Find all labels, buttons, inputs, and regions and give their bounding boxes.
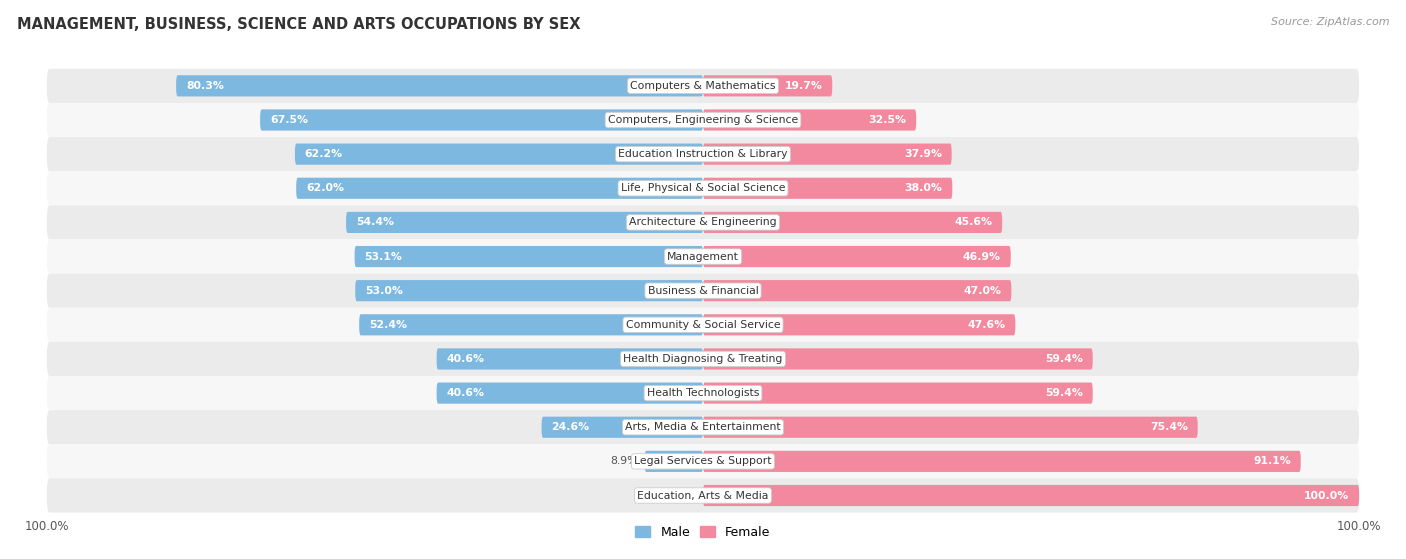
- Text: 54.4%: 54.4%: [356, 217, 394, 228]
- FancyBboxPatch shape: [354, 246, 703, 267]
- Text: 80.3%: 80.3%: [186, 81, 224, 91]
- FancyBboxPatch shape: [46, 137, 1360, 171]
- FancyBboxPatch shape: [359, 314, 703, 335]
- FancyBboxPatch shape: [541, 416, 703, 438]
- FancyBboxPatch shape: [46, 273, 1360, 308]
- Text: 47.0%: 47.0%: [963, 286, 1001, 296]
- Text: 8.9%: 8.9%: [610, 456, 638, 466]
- FancyBboxPatch shape: [644, 451, 703, 472]
- Text: 45.6%: 45.6%: [955, 217, 993, 228]
- Text: 19.7%: 19.7%: [785, 81, 823, 91]
- Text: 47.6%: 47.6%: [967, 320, 1005, 330]
- FancyBboxPatch shape: [703, 485, 1360, 506]
- Text: Life, Physical & Social Science: Life, Physical & Social Science: [621, 183, 785, 193]
- FancyBboxPatch shape: [46, 171, 1360, 205]
- FancyBboxPatch shape: [703, 75, 832, 97]
- FancyBboxPatch shape: [46, 376, 1360, 410]
- FancyBboxPatch shape: [703, 246, 1011, 267]
- FancyBboxPatch shape: [703, 314, 1015, 335]
- FancyBboxPatch shape: [46, 342, 1360, 376]
- Text: Management: Management: [666, 252, 740, 262]
- FancyBboxPatch shape: [703, 110, 917, 131]
- Text: 59.4%: 59.4%: [1045, 388, 1083, 398]
- Text: Legal Services & Support: Legal Services & Support: [634, 456, 772, 466]
- FancyBboxPatch shape: [703, 178, 952, 199]
- FancyBboxPatch shape: [703, 416, 1198, 438]
- Text: 24.6%: 24.6%: [551, 422, 589, 432]
- FancyBboxPatch shape: [46, 444, 1360, 479]
- Text: 62.0%: 62.0%: [307, 183, 344, 193]
- FancyBboxPatch shape: [703, 280, 1011, 301]
- Text: Health Technologists: Health Technologists: [647, 388, 759, 398]
- FancyBboxPatch shape: [46, 410, 1360, 444]
- FancyBboxPatch shape: [46, 69, 1360, 103]
- FancyBboxPatch shape: [346, 212, 703, 233]
- FancyBboxPatch shape: [703, 451, 1301, 472]
- Text: Education Instruction & Library: Education Instruction & Library: [619, 149, 787, 159]
- FancyBboxPatch shape: [703, 348, 1092, 369]
- Text: Education, Arts & Media: Education, Arts & Media: [637, 490, 769, 500]
- Text: 40.6%: 40.6%: [447, 354, 485, 364]
- Text: 32.5%: 32.5%: [869, 115, 907, 125]
- Text: 53.0%: 53.0%: [366, 286, 404, 296]
- Text: 46.9%: 46.9%: [963, 252, 1001, 262]
- FancyBboxPatch shape: [356, 280, 703, 301]
- Text: MANAGEMENT, BUSINESS, SCIENCE AND ARTS OCCUPATIONS BY SEX: MANAGEMENT, BUSINESS, SCIENCE AND ARTS O…: [17, 17, 581, 32]
- Text: Arts, Media & Entertainment: Arts, Media & Entertainment: [626, 422, 780, 432]
- FancyBboxPatch shape: [260, 110, 703, 131]
- Text: 53.1%: 53.1%: [364, 252, 402, 262]
- FancyBboxPatch shape: [46, 479, 1360, 513]
- Text: 0.0%: 0.0%: [669, 490, 696, 500]
- FancyBboxPatch shape: [46, 103, 1360, 137]
- FancyBboxPatch shape: [46, 308, 1360, 342]
- Text: Health Diagnosing & Treating: Health Diagnosing & Treating: [623, 354, 783, 364]
- Text: Computers & Mathematics: Computers & Mathematics: [630, 81, 776, 91]
- FancyBboxPatch shape: [437, 348, 703, 369]
- Text: 52.4%: 52.4%: [368, 320, 406, 330]
- FancyBboxPatch shape: [703, 382, 1092, 404]
- FancyBboxPatch shape: [46, 239, 1360, 273]
- Text: 38.0%: 38.0%: [904, 183, 942, 193]
- Legend: Male, Female: Male, Female: [630, 521, 776, 544]
- FancyBboxPatch shape: [297, 178, 703, 199]
- Text: 75.4%: 75.4%: [1150, 422, 1188, 432]
- Text: Architecture & Engineering: Architecture & Engineering: [630, 217, 776, 228]
- FancyBboxPatch shape: [437, 382, 703, 404]
- Text: Computers, Engineering & Science: Computers, Engineering & Science: [607, 115, 799, 125]
- Text: 40.6%: 40.6%: [447, 388, 485, 398]
- Text: Business & Financial: Business & Financial: [648, 286, 758, 296]
- FancyBboxPatch shape: [295, 144, 703, 165]
- Text: 59.4%: 59.4%: [1045, 354, 1083, 364]
- Text: 37.9%: 37.9%: [904, 149, 942, 159]
- Text: 100.0%: 100.0%: [1303, 490, 1350, 500]
- Text: 67.5%: 67.5%: [270, 115, 308, 125]
- Text: 62.2%: 62.2%: [305, 149, 343, 159]
- FancyBboxPatch shape: [46, 205, 1360, 239]
- FancyBboxPatch shape: [703, 212, 1002, 233]
- Text: Source: ZipAtlas.com: Source: ZipAtlas.com: [1271, 17, 1389, 27]
- Text: 91.1%: 91.1%: [1253, 456, 1291, 466]
- FancyBboxPatch shape: [703, 144, 952, 165]
- FancyBboxPatch shape: [176, 75, 703, 97]
- Text: Community & Social Service: Community & Social Service: [626, 320, 780, 330]
